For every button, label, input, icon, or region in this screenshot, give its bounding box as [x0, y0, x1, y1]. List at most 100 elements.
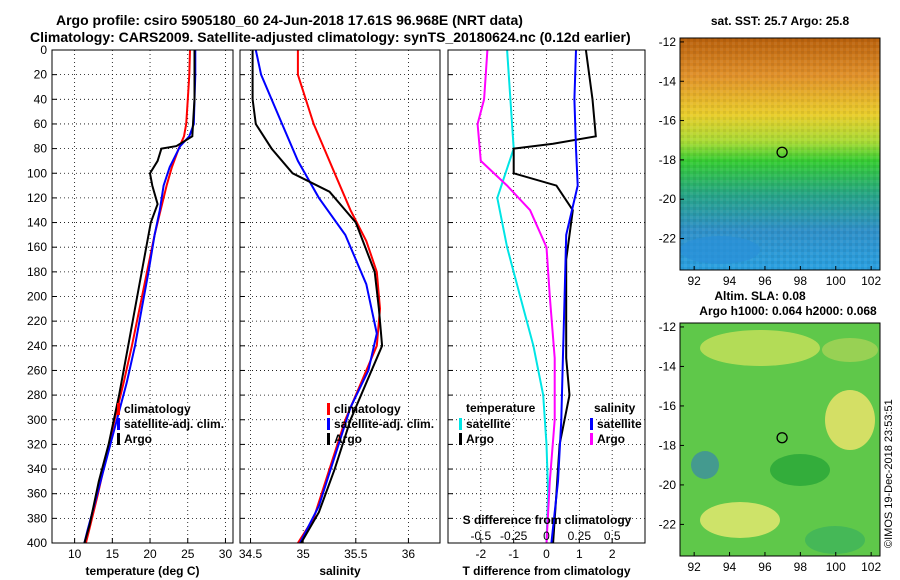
- sla-blob-1: [700, 330, 820, 366]
- sst-cool-patch: [680, 236, 760, 264]
- legend-swatch: [590, 433, 593, 445]
- series-line-temperature-argo: [512, 49, 597, 544]
- lat-tick-label: -14: [659, 359, 677, 373]
- y-tick-label: 360: [27, 487, 47, 501]
- sla-blob-5: [770, 454, 830, 486]
- sla-map-title-2: Argo h1000: 0.064 h2000: 0.068: [699, 304, 877, 318]
- x2-axis-label: S difference from climatology: [463, 513, 632, 527]
- legend-swatch: [590, 418, 593, 430]
- y-tick-label: 340: [27, 462, 47, 476]
- series-line-salinity-satellite: [550, 49, 579, 544]
- sla-blob-7: [822, 338, 878, 362]
- legend-swatch: [459, 433, 462, 445]
- sla-map-frame: [679, 322, 881, 557]
- lat-tick-label: -16: [659, 114, 677, 128]
- sla-blob-4: [691, 451, 719, 479]
- sla-blob-6: [805, 526, 865, 554]
- sst-map-axes: -12 -14 -16 -18 -20 -22 92 94 96 98 100 102: [659, 35, 882, 288]
- lat-tick-label: -18: [659, 438, 677, 452]
- legend-entry: satellite-adj. clim.: [124, 417, 224, 431]
- legend-swatch: [327, 403, 330, 415]
- lat-tick-label: -20: [659, 192, 677, 206]
- legend-swatch: [117, 403, 120, 415]
- legend-swatch: [327, 418, 330, 430]
- y-tick-label: 160: [27, 240, 47, 254]
- y-tick-label: 60: [34, 117, 48, 131]
- x-tick-label: 0: [543, 547, 550, 561]
- legend-entry: Argo: [124, 432, 152, 446]
- x-tick-label: 25: [181, 547, 195, 561]
- float-location-marker: [776, 146, 788, 158]
- sla-blob-2: [825, 390, 875, 450]
- lon-tick-label: 102: [861, 274, 881, 288]
- y-tick-label: 40: [34, 92, 48, 106]
- y-tick-label: 20: [34, 68, 48, 82]
- x-axis-label: T difference from climatology: [462, 564, 630, 578]
- x-tick-label: 20: [143, 547, 157, 561]
- x-tick-label: 30: [219, 547, 233, 561]
- y-tick-label: 260: [27, 363, 47, 377]
- legend-swatch: [117, 418, 120, 430]
- lat-tick-label: -18: [659, 153, 677, 167]
- legend-entry: Argo: [334, 432, 362, 446]
- y-tick-label: 280: [27, 388, 47, 402]
- x-tick-label: 2: [609, 547, 616, 561]
- float-location-marker: [776, 432, 788, 444]
- title-line-1: Argo profile: csiro 5905180_60 24-Jun-20…: [56, 12, 523, 28]
- sst-map-texture: [680, 38, 880, 270]
- legend-entry: satellite: [597, 417, 642, 431]
- series-line-satellite-adj-clim-: [83, 50, 197, 544]
- salinity-profile-panel: 34.5 35 35.5 36 salinity climatologysatellite…: [239, 49, 441, 578]
- y-tick-label: 240: [27, 339, 47, 353]
- x2-tick-label: 0.25: [568, 529, 592, 543]
- y-tick-label: 180: [27, 265, 47, 279]
- x-tick-label: 10: [68, 547, 82, 561]
- lat-tick-label: -22: [659, 232, 677, 246]
- legend-swatch: [327, 433, 330, 445]
- x-tick-label: 15: [106, 547, 120, 561]
- lon-tick-label: 100: [826, 560, 846, 574]
- x-tick-label: -1: [508, 547, 519, 561]
- series-line-argo: [251, 50, 384, 544]
- x-tick-label: 35: [296, 547, 310, 561]
- temperature-profile-panel: 10 15 20 25 30020406080100120140160180200220…: [27, 43, 234, 578]
- lon-tick-label: 102: [861, 560, 881, 574]
- lon-tick-label: 96: [758, 560, 772, 574]
- sla-map-title-1: Altim. SLA: 0.08: [714, 289, 806, 303]
- sst-map-title: sat. SST: 25.7 Argo: 25.8: [711, 14, 850, 28]
- lat-tick-label: -12: [659, 35, 677, 49]
- lon-tick-label: 98: [794, 274, 808, 288]
- sla-map-axes: -12 -14 -16 -18 -20 -22 92 94 96 98 100 102: [659, 320, 882, 574]
- x2-tick-label: 0.5: [604, 529, 621, 543]
- lat-tick-label: -16: [659, 399, 677, 413]
- series-line-climatology: [296, 50, 382, 544]
- x-tick-label: 36: [402, 547, 416, 561]
- series-line-temperature-satellite: [496, 49, 550, 544]
- y-tick-label: 380: [27, 511, 47, 525]
- legend-entry: satellite: [466, 417, 511, 431]
- y-tick-label: 320: [27, 437, 47, 451]
- x-axis-label: temperature (deg C): [85, 564, 199, 578]
- lon-tick-label: 92: [687, 560, 701, 574]
- series-line-satellite-adj-clim-: [254, 49, 378, 544]
- y-tick-label: 0: [40, 43, 47, 57]
- series-line-salinity-argo: [476, 49, 556, 544]
- sla-blob-3: [700, 502, 780, 538]
- series-line-argo: [83, 50, 196, 544]
- axes-frame: [51, 49, 234, 544]
- legend-swatch: [459, 418, 462, 430]
- y-tick-label: 400: [27, 536, 47, 550]
- axes-frame: [447, 49, 646, 544]
- sst-map: [679, 37, 881, 271]
- legend-salinity-title: salinity: [594, 401, 636, 415]
- difference-profile-panel: -2 -1 0 1 2 T difference from climatology temp…: [447, 49, 646, 578]
- legend-temperature-title: temperature: [466, 401, 536, 415]
- lat-tick-label: -22: [659, 517, 677, 531]
- legend-entry: satellite-adj. clim.: [334, 417, 434, 431]
- x-tick-label: 34.5: [239, 547, 263, 561]
- y-tick-label: 200: [27, 290, 47, 304]
- lat-tick-label: -20: [659, 478, 677, 492]
- y-tick-label: 300: [27, 413, 47, 427]
- legend-entry: climatology: [334, 402, 401, 416]
